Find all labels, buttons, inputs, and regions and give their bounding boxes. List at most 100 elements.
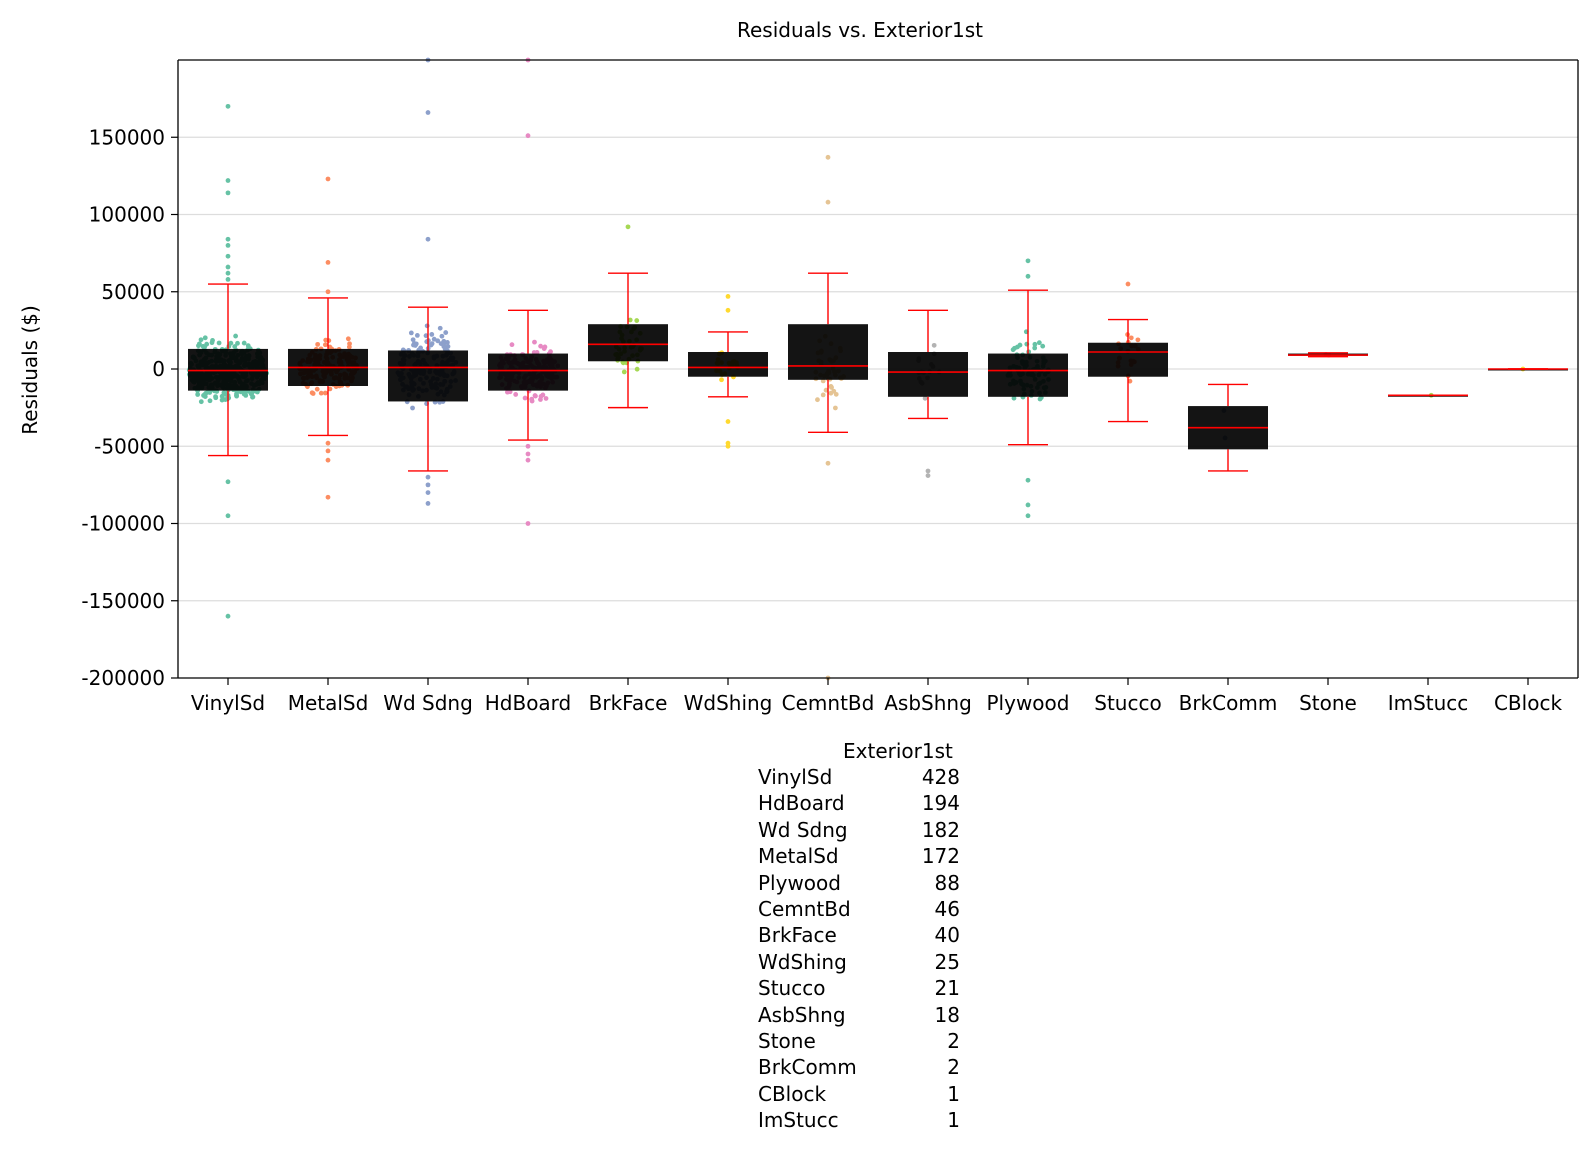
counts-table-row: BrkComm 2 xyxy=(700,1054,1040,1080)
outlier-point xyxy=(425,474,431,480)
swarm-point xyxy=(198,337,204,343)
category-count: 2 xyxy=(947,1055,960,1080)
category-count: 172 xyxy=(921,844,960,869)
x-tick-label: BrkFace xyxy=(589,691,668,715)
swarm-point xyxy=(445,340,450,345)
swarm-point xyxy=(1011,395,1017,401)
outlier-point xyxy=(325,259,331,265)
swarm-point xyxy=(424,323,430,329)
swarm-point xyxy=(815,397,820,403)
swarm-point xyxy=(204,341,210,347)
swarm-point xyxy=(423,333,429,339)
x-tick-label: Wd Sdng xyxy=(383,691,473,715)
box-CemntBd xyxy=(788,324,868,380)
swarm-point xyxy=(408,330,414,336)
counts-table-row: MetalSd 172 xyxy=(700,843,1040,869)
category-count: 428 xyxy=(921,765,960,789)
outlier-point xyxy=(225,479,231,485)
swarm-point xyxy=(820,392,826,398)
outlier-point xyxy=(825,460,831,466)
x-tick-label: Stone xyxy=(1299,691,1357,715)
outlier-point xyxy=(425,501,431,506)
swarm-point xyxy=(210,338,215,343)
category-name: ImStucc xyxy=(758,1108,839,1133)
category-count: 1 xyxy=(947,1081,960,1106)
outlier-point xyxy=(225,613,231,619)
counts-table-row: CBlock 1 xyxy=(700,1081,1040,1107)
swarm-point xyxy=(202,335,208,341)
swarm-point xyxy=(411,341,417,346)
swarm-point xyxy=(418,345,423,351)
swarm-point xyxy=(437,325,443,331)
category-count: 46 xyxy=(934,896,960,921)
swarm-point xyxy=(513,392,519,397)
counts-table-row: HdBoard 194 xyxy=(700,790,1040,816)
category-name: BrkComm xyxy=(758,1055,857,1080)
x-tick-label: CBlock xyxy=(1494,691,1562,715)
category-name: CBlock xyxy=(758,1081,827,1106)
category-count: 25 xyxy=(934,949,960,974)
outlier-point xyxy=(225,264,231,270)
counts-table-rows: VinylSd 428 HdBoard 194 Wd Sdng 18 2 MetalSd 172… xyxy=(700,764,1040,1133)
swarm-point xyxy=(323,337,329,343)
category-name: Plywood xyxy=(758,870,841,895)
counts-table-row: AsbShng 18 xyxy=(700,1002,1040,1028)
swarm-point xyxy=(922,395,928,401)
category-name: Stucco xyxy=(758,976,826,1001)
category-name: VinylSd xyxy=(758,765,833,789)
chart-title: Residuals vs. Exterior1st xyxy=(737,18,983,42)
boxes xyxy=(188,272,1568,472)
x-tick-label: WdShing xyxy=(684,691,773,715)
category-name: HdBoard xyxy=(758,791,845,816)
y-tick-label: 150000 xyxy=(89,125,165,149)
swarm-point xyxy=(250,394,256,400)
swarm-point xyxy=(1032,345,1038,351)
outlier-point xyxy=(225,276,231,282)
x-tick-label: AsbShng xyxy=(884,691,972,715)
swarm-point xyxy=(823,387,829,393)
swarm-point xyxy=(198,399,204,405)
box-WdShing xyxy=(688,352,768,377)
outlier-point xyxy=(725,443,731,449)
swarm-point xyxy=(621,369,627,375)
swarm-point xyxy=(232,344,238,349)
box-AsbShng xyxy=(888,352,968,397)
swarm-point xyxy=(322,342,328,348)
outlier-point xyxy=(325,289,331,295)
category-name: Stone xyxy=(758,1028,816,1053)
outlier-point xyxy=(225,103,231,109)
swarm-point xyxy=(241,340,247,346)
outlier-point xyxy=(925,468,931,474)
swarm-point xyxy=(443,330,449,335)
outlier-point xyxy=(725,293,731,299)
category-name: Wd Sdng xyxy=(758,817,848,842)
swarm-point xyxy=(219,393,225,399)
category-name: MetalSd xyxy=(758,844,839,869)
x-tick-label: CemntBd xyxy=(782,691,875,715)
counts-table-row: BrkFace 40 xyxy=(700,922,1040,948)
counts-table-row: Stucco 21 xyxy=(700,975,1040,1001)
x-tick-label: HdBoard xyxy=(485,691,572,715)
x-tick-label: BrkComm xyxy=(1179,691,1278,715)
swarm-point xyxy=(439,333,445,339)
outlier-point xyxy=(825,199,831,205)
outlier-point xyxy=(525,457,531,463)
box-BrkFace xyxy=(588,324,668,362)
swarm-point xyxy=(1012,345,1017,351)
counts-table-row: CemntBd 46 xyxy=(700,896,1040,922)
outlier-point xyxy=(425,110,431,115)
swarm-point xyxy=(538,343,544,349)
swarm-point xyxy=(1036,340,1042,346)
category-name: WdShing xyxy=(758,949,847,974)
x-tick-label: ImStucc xyxy=(1388,691,1469,715)
category-count: 18 xyxy=(934,1002,960,1027)
swarm-point xyxy=(1127,378,1133,384)
outlier-point xyxy=(725,419,731,424)
outlier-point xyxy=(525,443,531,449)
outlier-point xyxy=(325,440,331,446)
counts-table-row: ImStucc 1 xyxy=(700,1107,1040,1133)
outlier-point xyxy=(225,178,231,183)
swarm-point xyxy=(314,386,320,392)
y-tick-label: -150000 xyxy=(81,589,165,613)
swarm-point xyxy=(1037,396,1043,402)
